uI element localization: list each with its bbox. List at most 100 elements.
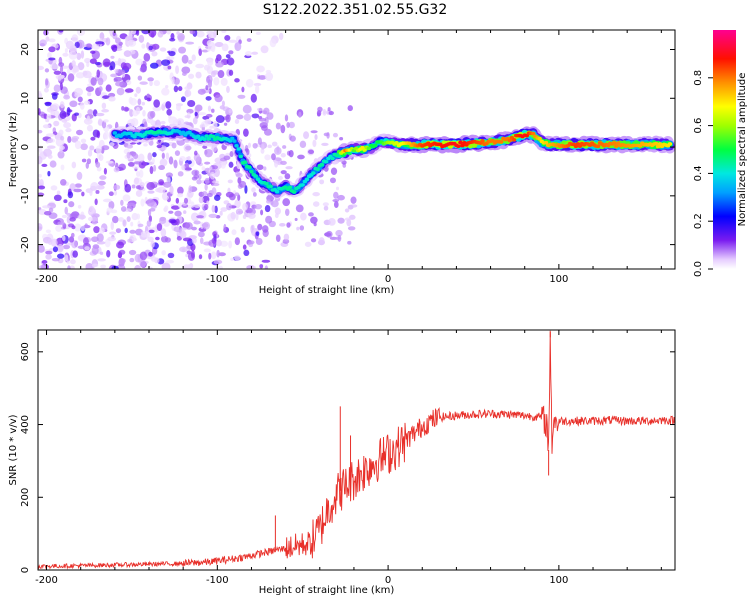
noise-blob: [215, 115, 225, 124]
ridge-blob: [238, 154, 243, 159]
noise-blob: [225, 54, 231, 59]
noise-blob: [147, 236, 154, 243]
noise-blob: [48, 57, 56, 61]
ridge-blob: [458, 140, 463, 145]
noise-blob: [118, 217, 125, 222]
noise-blob: [234, 237, 240, 246]
noise-blob: [90, 77, 97, 86]
noise-blob: [63, 94, 71, 100]
noise-blob: [259, 264, 264, 269]
noise-blob: [180, 96, 186, 103]
noise-blob: [46, 107, 54, 113]
noise-blob: [115, 81, 124, 87]
noise-blob: [191, 169, 200, 176]
noise-blob: [251, 51, 259, 55]
noise-blob: [142, 109, 146, 117]
noise-blob: [278, 175, 283, 180]
noise-blob: [77, 204, 82, 209]
noise-blob: [167, 65, 172, 70]
noise-blob: [196, 30, 205, 38]
noise-blob: [43, 210, 52, 216]
noise-blob: [147, 77, 154, 82]
noise-blob: [113, 167, 120, 173]
noise-blob: [282, 198, 291, 207]
noise-blob: [91, 246, 99, 255]
noise-blob: [133, 177, 140, 185]
noise-blob: [90, 136, 96, 141]
noise-blob: [109, 142, 115, 147]
noise-blob: [204, 161, 211, 165]
noise-blob: [106, 249, 111, 258]
noise-blob: [65, 242, 73, 246]
noise-blob: [300, 212, 307, 221]
noise-blob: [71, 136, 80, 141]
noise-blob: [45, 229, 52, 234]
noise-blob: [224, 34, 231, 41]
noise-blob: [76, 129, 84, 136]
noise-blob: [89, 189, 93, 197]
noise-blob: [117, 57, 122, 67]
noise-blob: [76, 52, 82, 61]
noise-blob: [146, 97, 151, 102]
ridge-blob: [236, 147, 241, 151]
noise-blob: [263, 107, 270, 115]
noise-blob: [160, 228, 167, 237]
noise-blob: [187, 59, 193, 65]
noise-blob: [211, 187, 217, 195]
noise-blob: [124, 227, 128, 234]
noise-blob: [147, 190, 155, 194]
noise-blob: [74, 140, 82, 150]
noise-blob: [188, 73, 195, 79]
noise-blob: [310, 216, 318, 224]
noise-blob: [242, 202, 248, 211]
noise-blob: [347, 226, 356, 231]
noise-blob: [171, 77, 175, 85]
noise-blob: [159, 47, 167, 52]
noise-blob: [107, 236, 117, 242]
noise-blob: [284, 173, 291, 180]
colorbar-ticks: 0.0 0.2 0.4 0.6 0.8: [693, 70, 713, 277]
noise-blob: [70, 232, 75, 238]
noise-blob: [192, 117, 198, 125]
noise-blob: [231, 229, 237, 236]
noise-blob: [76, 171, 83, 181]
noise-blob: [161, 59, 171, 66]
noise-blob: [80, 225, 85, 232]
ridge-blob: [304, 177, 310, 182]
ridge-blob: [249, 169, 254, 174]
noise-blob: [208, 213, 218, 218]
noise-blob: [153, 80, 161, 87]
noise-blob: [179, 246, 188, 253]
noise-blob: [260, 209, 264, 216]
colorbar-tick-label: 0.2: [693, 213, 704, 229]
noise-blob: [266, 112, 274, 120]
noise-blob: [60, 135, 65, 141]
noise-blob: [148, 251, 153, 257]
noise-blob: [286, 222, 291, 228]
noise-blob: [297, 154, 305, 160]
noise-blob: [143, 52, 151, 62]
ridge-blob: [204, 134, 209, 138]
noise-blob: [214, 42, 224, 48]
noise-blob: [49, 160, 57, 168]
noise-blob: [319, 179, 325, 185]
noise-blob: [89, 145, 95, 151]
noise-blob: [333, 201, 339, 209]
noise-blob: [143, 161, 148, 166]
noise-blob: [181, 54, 189, 64]
colorbar-tick-label: 0.6: [693, 118, 704, 134]
ridge-blob: [330, 156, 335, 161]
noise-blob: [198, 254, 203, 260]
noise-blob: [161, 250, 166, 256]
ridge-blob: [253, 174, 258, 178]
snr-y-label: SNR (10 * v/v): [8, 414, 19, 485]
noise-blob: [350, 196, 357, 204]
ridge-blob: [373, 143, 378, 148]
noise-blob: [226, 202, 232, 211]
noise-blob: [335, 186, 340, 191]
noise-blob: [95, 161, 101, 168]
noise-blob: [47, 170, 51, 177]
noise-blob: [88, 205, 95, 215]
noise-blob: [95, 190, 100, 194]
noise-blob: [86, 158, 92, 165]
